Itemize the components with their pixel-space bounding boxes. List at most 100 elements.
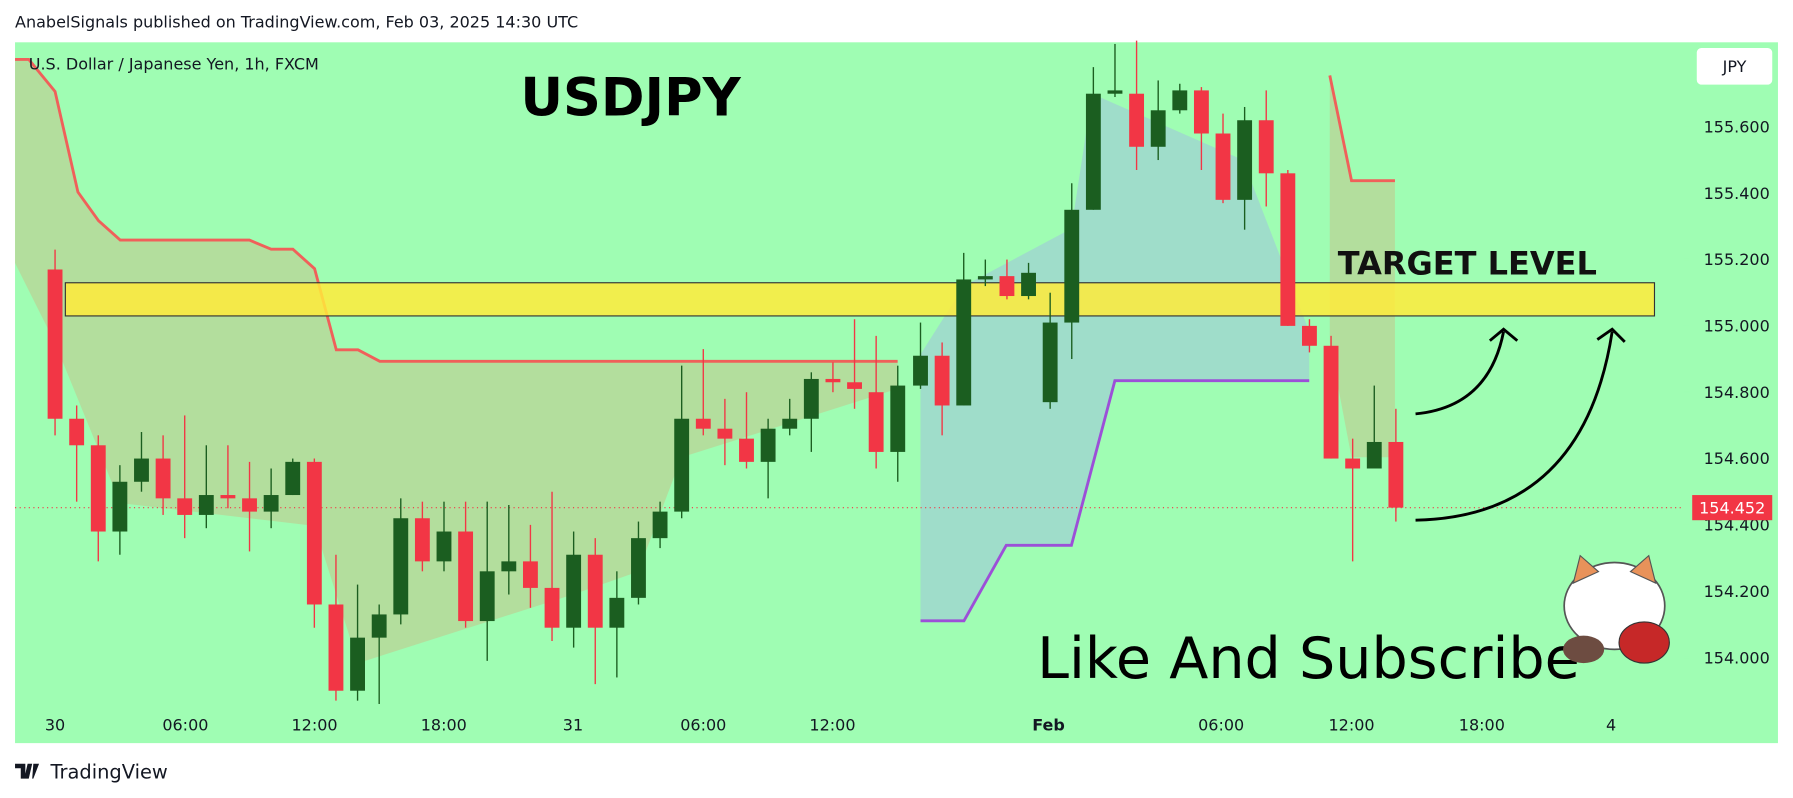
candle-body <box>134 458 149 482</box>
footer-logo[interactable]: TradingView <box>15 761 168 784</box>
symbol-info: U.S. Dollar / Japanese Yen, 1h, FXCM <box>29 55 319 74</box>
currency-box[interactable] <box>1696 48 1773 85</box>
candle-body <box>69 418 85 446</box>
candle-body <box>760 428 776 462</box>
sticker <box>1563 554 1670 664</box>
candle-body <box>609 597 625 628</box>
x-tick-label: 12:00 <box>292 716 338 735</box>
candle-body <box>913 355 928 386</box>
y-tick-label: 154.400 <box>1704 516 1770 535</box>
candle-body <box>1107 90 1123 94</box>
candle-body <box>458 531 474 622</box>
candle-body <box>328 604 344 691</box>
candle-body <box>825 378 841 383</box>
x-tick-label: 06:00 <box>680 716 726 735</box>
candle-body <box>652 511 668 539</box>
candle-body <box>1302 325 1317 346</box>
candle-body <box>544 587 560 628</box>
y-tick-label: 155.400 <box>1704 184 1770 203</box>
candle-body <box>566 554 582 628</box>
zone-label: TARGET LEVEL <box>1338 244 1597 282</box>
candle-body <box>1085 93 1101 210</box>
candle-body <box>739 438 754 462</box>
y-tick-label: 154.000 <box>1704 648 1770 667</box>
x-tick-label: 18:00 <box>1459 716 1505 735</box>
trend-line <box>1328 75 1395 183</box>
candle-body <box>782 418 798 429</box>
arrow-head <box>1596 327 1626 343</box>
zone-layer <box>64 282 1656 317</box>
footer[interactable]: TradingView <box>49 761 167 784</box>
sticker-cup <box>1618 621 1670 664</box>
candle-body <box>1215 133 1231 200</box>
candle-body <box>155 458 171 499</box>
indicator-overlay <box>15 58 1395 664</box>
y-tick-label: 155.000 <box>1704 317 1770 336</box>
arrow <box>1415 331 1505 416</box>
candle-body <box>393 518 409 615</box>
candle-body <box>847 382 862 389</box>
candle-body <box>717 428 733 439</box>
candle-body <box>631 538 646 598</box>
candle-body <box>956 279 972 406</box>
header: AnabelSignals published on TradingView.c… <box>15 12 578 31</box>
grid-layer <box>15 126 1690 659</box>
x-tick-label: 06:00 <box>162 716 208 735</box>
candle-body <box>522 561 538 588</box>
candle-body <box>501 561 517 572</box>
currency[interactable]: JPY <box>1722 57 1747 76</box>
arrows <box>1415 327 1626 522</box>
candle-body <box>177 498 193 515</box>
candle-body <box>220 495 236 499</box>
y-tick-label: 154.600 <box>1704 449 1770 468</box>
candle-layer <box>47 40 1404 704</box>
logo-mark[interactable] <box>15 763 40 779</box>
annotation: Like And Subscribe <box>1037 626 1580 692</box>
candle-body <box>285 461 301 496</box>
last-price-label: 154.452 <box>1699 498 1765 517</box>
x-tick-label: 18:00 <box>421 716 467 735</box>
candle-body <box>977 276 993 280</box>
candle-body <box>1366 441 1382 469</box>
candle-body <box>479 571 495 622</box>
candle-body <box>47 269 63 419</box>
candle-body <box>868 392 884 452</box>
candle-body <box>1323 345 1339 459</box>
candle-body <box>242 498 257 512</box>
candle-body <box>1129 93 1145 147</box>
y-tick-label: 154.800 <box>1704 383 1770 402</box>
chart-title: USDJPY <box>520 67 741 128</box>
sticker-ears <box>1572 554 1657 585</box>
candle-body <box>1280 173 1296 326</box>
x-tick-label: 06:00 <box>1198 716 1244 735</box>
candle-body <box>112 481 128 532</box>
candle-body <box>1237 120 1253 200</box>
y-tick-label: 154.200 <box>1704 582 1770 601</box>
trend-line <box>920 379 1310 623</box>
candle-body <box>1388 441 1404 508</box>
candle-body <box>1150 110 1166 147</box>
target-zone <box>64 282 1656 317</box>
arrow-head <box>1488 327 1519 342</box>
candle-body <box>1172 90 1188 111</box>
candle-body <box>350 637 365 691</box>
trend-fill <box>1329 75 1395 458</box>
candle-body <box>1064 209 1080 323</box>
trend-line <box>15 58 898 363</box>
candle-body <box>436 531 452 562</box>
candle-body <box>263 495 279 512</box>
last-price-tag <box>1692 495 1773 521</box>
candle-body <box>306 461 322 605</box>
x-tick-label: Feb <box>1032 716 1065 735</box>
y-tick-label: 155.200 <box>1704 250 1770 269</box>
candle-body <box>934 355 950 406</box>
x-tick-label: 4 <box>1606 716 1616 735</box>
candle-body <box>1258 120 1274 174</box>
candle-body <box>1345 458 1361 469</box>
x-tick-label: 31 <box>563 716 583 735</box>
sticker-cup <box>1563 635 1605 664</box>
x-tick-label: 30 <box>45 716 65 735</box>
candle-body <box>90 445 106 532</box>
